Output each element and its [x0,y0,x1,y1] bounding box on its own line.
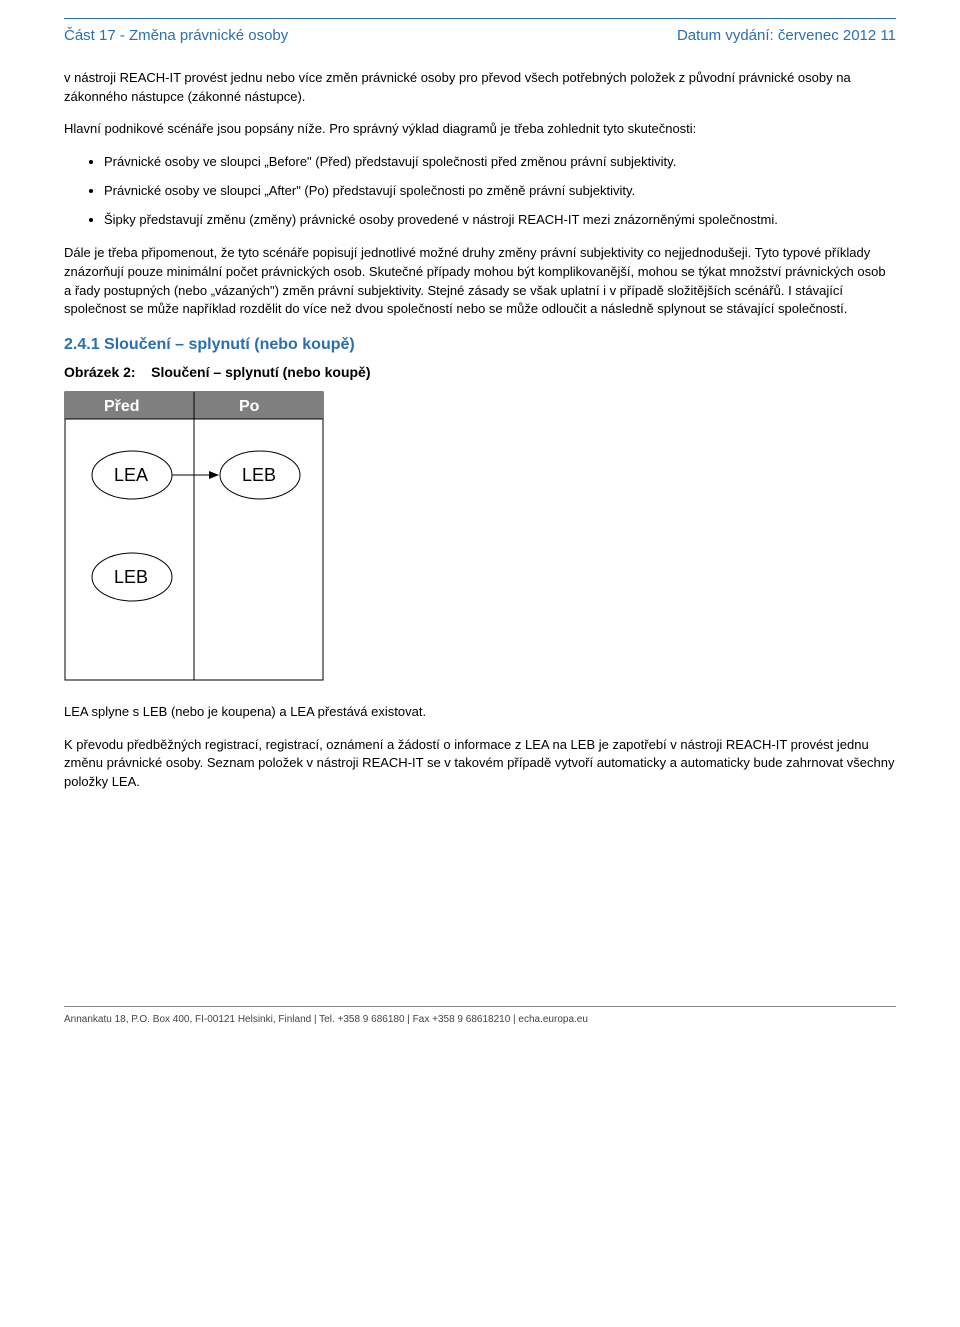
figure-caption-text: Sloučení – splynutí (nebo koupě) [151,364,370,380]
figure-caption: Obrázek 2: Sloučení – splynutí (nebo kou… [64,362,896,382]
diagram-node-label-leb-after: LEB [242,465,276,485]
paragraph-intro-2: Hlavní podnikové scénáře jsou popsány ní… [64,120,896,139]
bullet-list: Právnické osoby ve sloupci „Before" (Pře… [104,153,896,230]
page-number: 11 [880,27,896,44]
bullet-item: Šipky představují změnu (změny) právnick… [104,211,896,230]
section-heading: 2.4.1 Sloučení – splynutí (nebo koupě) [64,333,896,356]
header-right: Datum vydání: červenec 2012 11 [677,25,896,47]
paragraph-after-diagram-1: LEA splyne s LEB (nebo je koupena) a LEA… [64,703,896,722]
paragraph-main: Dále je třeba připomenout, že tyto scéná… [64,244,896,319]
diagram-col-label-before: Před [104,398,140,415]
vertical-spacer [0,806,960,966]
diagram-svg: Před Po LEA LEB LEB [64,391,326,683]
figure-caption-prefix: Obrázek 2: [64,364,136,380]
diagram-col-label-after: Po [239,398,260,415]
bullet-item: Právnické osoby ve sloupci „After" (Po) … [104,182,896,201]
header-date: Datum vydání: červenec 2012 [677,27,876,44]
header-left: Část 17 - Změna právnické osoby [64,25,288,47]
diagram-node-label-leb-before: LEB [114,567,148,587]
page-header: Část 17 - Změna právnické osoby Datum vy… [64,21,896,49]
merger-diagram: Před Po LEA LEB LEB [64,391,896,683]
page-footer: Annankatu 18, P.O. Box 400, FI-00121 Hel… [0,1007,960,1044]
paragraph-intro-1: v nástroji REACH-IT provést jednu nebo v… [64,69,896,107]
diagram-node-label-lea-before: LEA [114,465,148,485]
bullet-item: Právnické osoby ve sloupci „Before" (Pře… [104,153,896,172]
paragraph-after-diagram-2: K převodu předběžných registrací, regist… [64,736,896,793]
